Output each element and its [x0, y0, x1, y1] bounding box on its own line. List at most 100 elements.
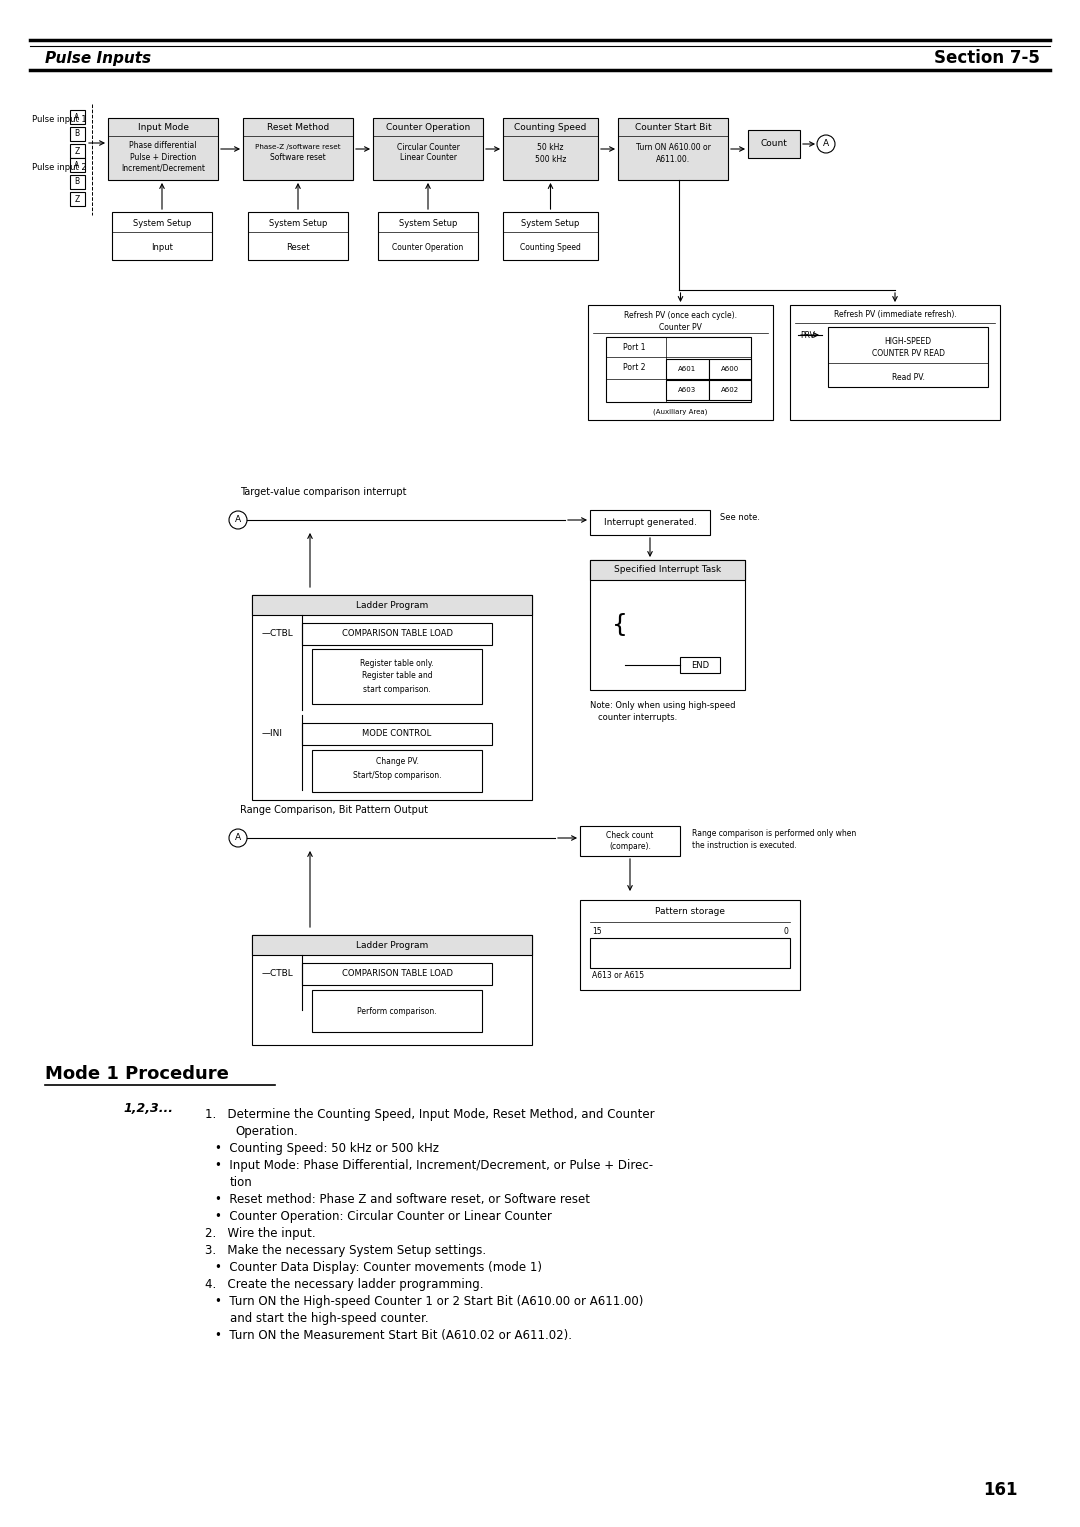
Bar: [252, 935, 532, 1044]
Bar: [302, 964, 492, 985]
Text: Register table only.: Register table only.: [361, 658, 434, 667]
Text: Refresh PV (immediate refresh).: Refresh PV (immediate refresh).: [834, 310, 957, 319]
Bar: [680, 657, 720, 673]
Bar: [248, 212, 348, 260]
Text: A611.00.: A611.00.: [656, 156, 690, 165]
Bar: [789, 305, 1000, 420]
Text: and start the high-speed counter.: and start the high-speed counter.: [230, 1312, 429, 1325]
Text: A: A: [235, 834, 241, 843]
Text: COUNTER PV READ: COUNTER PV READ: [872, 348, 945, 357]
Text: Input: Input: [151, 243, 173, 252]
Text: A603: A603: [678, 386, 697, 392]
Text: Circular Counter: Circular Counter: [396, 142, 459, 151]
Text: Refresh PV (once each cycle).: Refresh PV (once each cycle).: [624, 310, 737, 319]
Text: Change PV.: Change PV.: [376, 757, 418, 767]
Text: Port 2: Port 2: [623, 363, 645, 373]
Text: •  Counting Speed: 50 kHz or 500 kHz: • Counting Speed: 50 kHz or 500 kHz: [215, 1142, 438, 1154]
Text: Specified Interrupt Task: Specified Interrupt Task: [613, 565, 721, 574]
Bar: [590, 510, 710, 534]
Text: Counting Speed: Counting Speed: [521, 243, 581, 252]
Bar: [580, 899, 800, 989]
Text: 15: 15: [592, 927, 602, 936]
Bar: [590, 938, 789, 968]
Bar: [70, 110, 85, 124]
Text: MODE CONTROL: MODE CONTROL: [363, 730, 432, 739]
Text: Software reset: Software reset: [270, 154, 326, 162]
Text: Ladder Program: Ladder Program: [356, 600, 428, 609]
Bar: [70, 192, 85, 206]
Text: System Setup: System Setup: [133, 220, 191, 229]
Text: END: END: [691, 661, 710, 669]
Bar: [252, 935, 532, 954]
Bar: [748, 130, 800, 157]
Text: Pulse Inputs: Pulse Inputs: [45, 50, 151, 66]
Bar: [312, 750, 482, 793]
Bar: [70, 176, 85, 189]
Bar: [312, 989, 482, 1032]
Text: Interrupt generated.: Interrupt generated.: [604, 518, 697, 527]
Text: Z: Z: [75, 194, 80, 203]
Text: Counter Start Bit: Counter Start Bit: [635, 124, 712, 133]
Text: B: B: [75, 130, 80, 139]
Bar: [828, 327, 988, 386]
Text: (Auxiliary Area): (Auxiliary Area): [653, 409, 707, 415]
Text: A: A: [75, 160, 80, 169]
Bar: [618, 118, 728, 180]
Text: —INI: —INI: [262, 728, 283, 738]
Bar: [70, 127, 85, 140]
Text: •  Turn ON the High-speed Counter 1 or 2 Start Bit (A610.00 or A611.00): • Turn ON the High-speed Counter 1 or 2 …: [215, 1295, 644, 1309]
Bar: [666, 359, 708, 379]
Text: A: A: [75, 113, 80, 122]
Bar: [708, 380, 751, 400]
Text: B: B: [75, 177, 80, 186]
Text: Mode 1 Procedure: Mode 1 Procedure: [45, 1064, 229, 1083]
Text: start comparison.: start comparison.: [363, 686, 431, 695]
Text: 0: 0: [783, 927, 788, 936]
Text: 1,2,3...: 1,2,3...: [123, 1101, 173, 1115]
Text: Counter Operation: Counter Operation: [392, 243, 463, 252]
Text: Operation.: Operation.: [235, 1125, 298, 1138]
Text: System Setup: System Setup: [399, 220, 457, 229]
Text: Phase differential: Phase differential: [130, 142, 197, 151]
Text: COMPARISON TABLE LOAD: COMPARISON TABLE LOAD: [341, 970, 453, 979]
Text: Check count
(compare).: Check count (compare).: [606, 831, 653, 851]
Text: Pulse input 1: Pulse input 1: [32, 116, 86, 125]
Text: counter interrupts.: counter interrupts.: [598, 713, 677, 722]
Bar: [708, 359, 751, 379]
Text: Start/Stop comparison.: Start/Stop comparison.: [353, 771, 442, 779]
Text: Z: Z: [75, 147, 80, 156]
Text: Phase-Z /software reset: Phase-Z /software reset: [255, 144, 341, 150]
Bar: [312, 649, 482, 704]
Text: Reset Method: Reset Method: [267, 124, 329, 133]
Text: System Setup: System Setup: [522, 220, 580, 229]
Text: Port 1: Port 1: [623, 342, 645, 351]
Text: {: {: [612, 612, 627, 637]
Bar: [590, 560, 745, 580]
Text: Read PV.: Read PV.: [892, 373, 924, 382]
Text: Increment/Decrement: Increment/Decrement: [121, 163, 205, 173]
Text: A600: A600: [720, 366, 739, 373]
Text: Perform comparison.: Perform comparison.: [357, 1006, 436, 1015]
Bar: [252, 596, 532, 615]
Bar: [108, 118, 218, 180]
Text: A: A: [235, 516, 241, 524]
Bar: [373, 118, 483, 180]
Text: 4.   Create the necessary ladder programming.: 4. Create the necessary ladder programmi…: [205, 1278, 484, 1290]
Text: Pattern storage: Pattern storage: [654, 907, 725, 916]
Text: Range comparison is performed only when: Range comparison is performed only when: [692, 829, 856, 838]
Text: PRV: PRV: [800, 330, 815, 339]
Text: A613 or A615: A613 or A615: [592, 971, 644, 979]
Text: 1.   Determine the Counting Speed, Input Mode, Reset Method, and Counter: 1. Determine the Counting Speed, Input M…: [205, 1109, 654, 1121]
Bar: [590, 560, 745, 690]
Text: A601: A601: [678, 366, 697, 373]
Bar: [606, 337, 751, 402]
Bar: [580, 826, 680, 857]
Bar: [70, 144, 85, 157]
Text: See note.: See note.: [720, 513, 760, 522]
Bar: [503, 212, 598, 260]
Text: 2.   Wire the input.: 2. Wire the input.: [205, 1228, 315, 1240]
Text: •  Turn ON the Measurement Start Bit (A610.02 or A611.02).: • Turn ON the Measurement Start Bit (A61…: [215, 1328, 572, 1342]
Text: —CTBL: —CTBL: [262, 629, 294, 637]
Bar: [70, 157, 85, 173]
Text: Range Comparison, Bit Pattern Output: Range Comparison, Bit Pattern Output: [240, 805, 428, 815]
